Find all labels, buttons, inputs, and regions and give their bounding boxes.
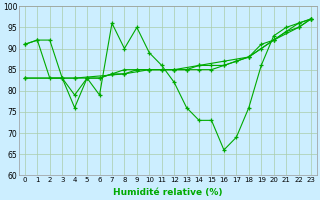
X-axis label: Humidité relative (%): Humidité relative (%) xyxy=(113,188,223,197)
